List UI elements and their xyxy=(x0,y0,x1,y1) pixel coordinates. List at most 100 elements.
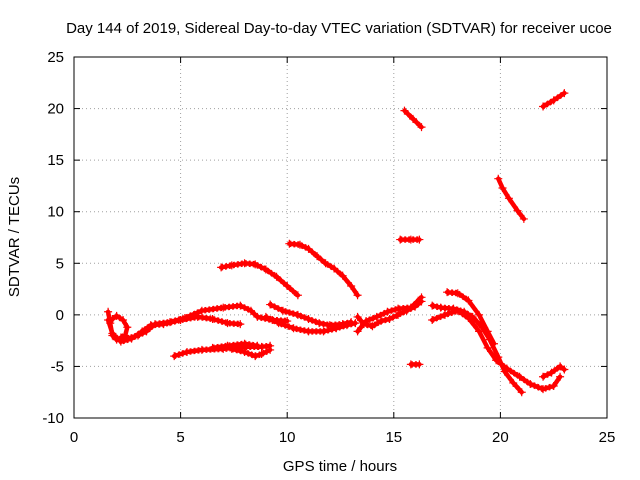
y-tick-label: 20 xyxy=(47,101,64,118)
data-point-marker xyxy=(159,320,168,329)
data-point-marker xyxy=(304,244,313,253)
data-point-marker xyxy=(219,303,228,312)
data-point-marker xyxy=(119,316,128,325)
data-point-marker xyxy=(353,312,362,321)
x-tick-label: 25 xyxy=(599,429,616,446)
data-point-marker xyxy=(227,344,236,353)
data-point-marker xyxy=(261,265,270,274)
data-point-marker xyxy=(396,235,405,244)
data-point-marker xyxy=(556,372,565,381)
data-point-marker xyxy=(304,327,313,336)
data-point-marker xyxy=(123,323,132,332)
data-point-marker xyxy=(253,341,262,350)
data-series-track-2 xyxy=(105,314,243,344)
data-point-marker xyxy=(293,291,302,300)
data-point-marker xyxy=(539,385,548,394)
data-point-marker xyxy=(415,360,424,369)
data-series-marker-edge xyxy=(447,289,495,342)
data-series-track-10 xyxy=(287,241,360,298)
data-point-marker xyxy=(253,312,262,321)
data-point-marker xyxy=(261,312,270,321)
y-tick-label: 0 xyxy=(56,307,64,324)
data-point-marker xyxy=(453,306,462,315)
data-point-marker xyxy=(266,345,275,354)
data-point-marker xyxy=(285,239,294,248)
data-point-marker xyxy=(257,350,266,359)
data-point-marker xyxy=(372,312,381,321)
data-point-marker xyxy=(475,310,484,319)
data-point-marker xyxy=(377,317,386,326)
data-series-marker-edge xyxy=(431,307,561,388)
data-point-marker xyxy=(193,312,202,321)
data-series-marker-edge xyxy=(289,240,359,294)
data-point-marker xyxy=(436,303,445,312)
y-tick-label: 5 xyxy=(56,255,64,272)
data-point-marker xyxy=(240,339,249,348)
data-series-marker-edge xyxy=(265,313,356,330)
x-tick-label: 10 xyxy=(279,429,296,446)
data-point-marker xyxy=(464,313,473,322)
y-tick-label: -5 xyxy=(51,358,64,375)
data-point-marker xyxy=(321,259,330,268)
data-point-marker xyxy=(417,293,426,302)
data-point-marker xyxy=(116,333,125,342)
data-point-marker xyxy=(197,345,206,354)
data-point-marker xyxy=(278,306,287,315)
data-point-marker xyxy=(315,319,324,328)
data-point-marker xyxy=(406,235,415,244)
data-series-marker-edge xyxy=(447,294,495,347)
data-point-marker xyxy=(121,331,130,340)
data-point-marker xyxy=(217,263,226,272)
data-point-marker xyxy=(539,372,548,381)
data-point-marker xyxy=(176,316,185,325)
grid xyxy=(74,57,607,418)
data-point-marker xyxy=(272,272,281,281)
data-point-marker xyxy=(547,368,556,377)
data-point-marker xyxy=(539,102,548,111)
data-point-marker xyxy=(513,206,522,215)
data-point-marker xyxy=(293,310,302,319)
data-point-marker xyxy=(502,364,511,373)
data-point-marker xyxy=(240,259,249,268)
data-point-marker xyxy=(319,327,328,336)
data-point-marker xyxy=(498,183,507,192)
x-axis-label: GPS time / hours xyxy=(283,458,397,475)
data-series-marker-edge xyxy=(220,260,299,294)
data-point-marker xyxy=(227,261,236,270)
data-point-marker xyxy=(108,329,117,338)
data-point-marker xyxy=(223,341,232,350)
data-point-marker xyxy=(330,264,339,273)
data-point-marker xyxy=(353,327,362,336)
data-point-marker xyxy=(223,319,232,328)
x-tick-label: 5 xyxy=(176,429,184,446)
y-tick-label: 25 xyxy=(47,49,64,66)
data-series-track-7 xyxy=(218,261,301,298)
data-point-marker xyxy=(368,322,377,331)
data-point-marker xyxy=(289,324,298,333)
data-point-marker xyxy=(295,240,304,249)
data-point-marker xyxy=(492,356,501,365)
data-point-marker xyxy=(236,320,245,329)
data-point-marker xyxy=(304,314,313,323)
data-series-marker-edge xyxy=(269,306,352,329)
data-point-marker xyxy=(517,388,526,397)
data-point-marker xyxy=(464,296,473,305)
data-point-marker xyxy=(428,301,437,310)
data-point-marker xyxy=(400,106,409,115)
data-point-marker xyxy=(443,288,452,297)
data-series-marker-edge xyxy=(107,307,288,343)
data-point-marker xyxy=(362,317,371,326)
data-point-marker xyxy=(417,123,426,132)
y-tick-label: 15 xyxy=(47,152,64,169)
data-point-marker xyxy=(104,307,113,316)
data-point-marker xyxy=(453,289,462,298)
data-series-marker-edge xyxy=(432,307,523,396)
y-axis-label: SDTVAR / TECUs xyxy=(6,177,23,297)
data-point-marker xyxy=(127,334,136,343)
data-point-marker xyxy=(475,327,484,336)
data-point-marker xyxy=(182,347,191,356)
data-point-marker xyxy=(342,321,351,330)
data-series-marker-edge xyxy=(107,318,241,345)
data-series-marker-edge xyxy=(112,312,128,336)
